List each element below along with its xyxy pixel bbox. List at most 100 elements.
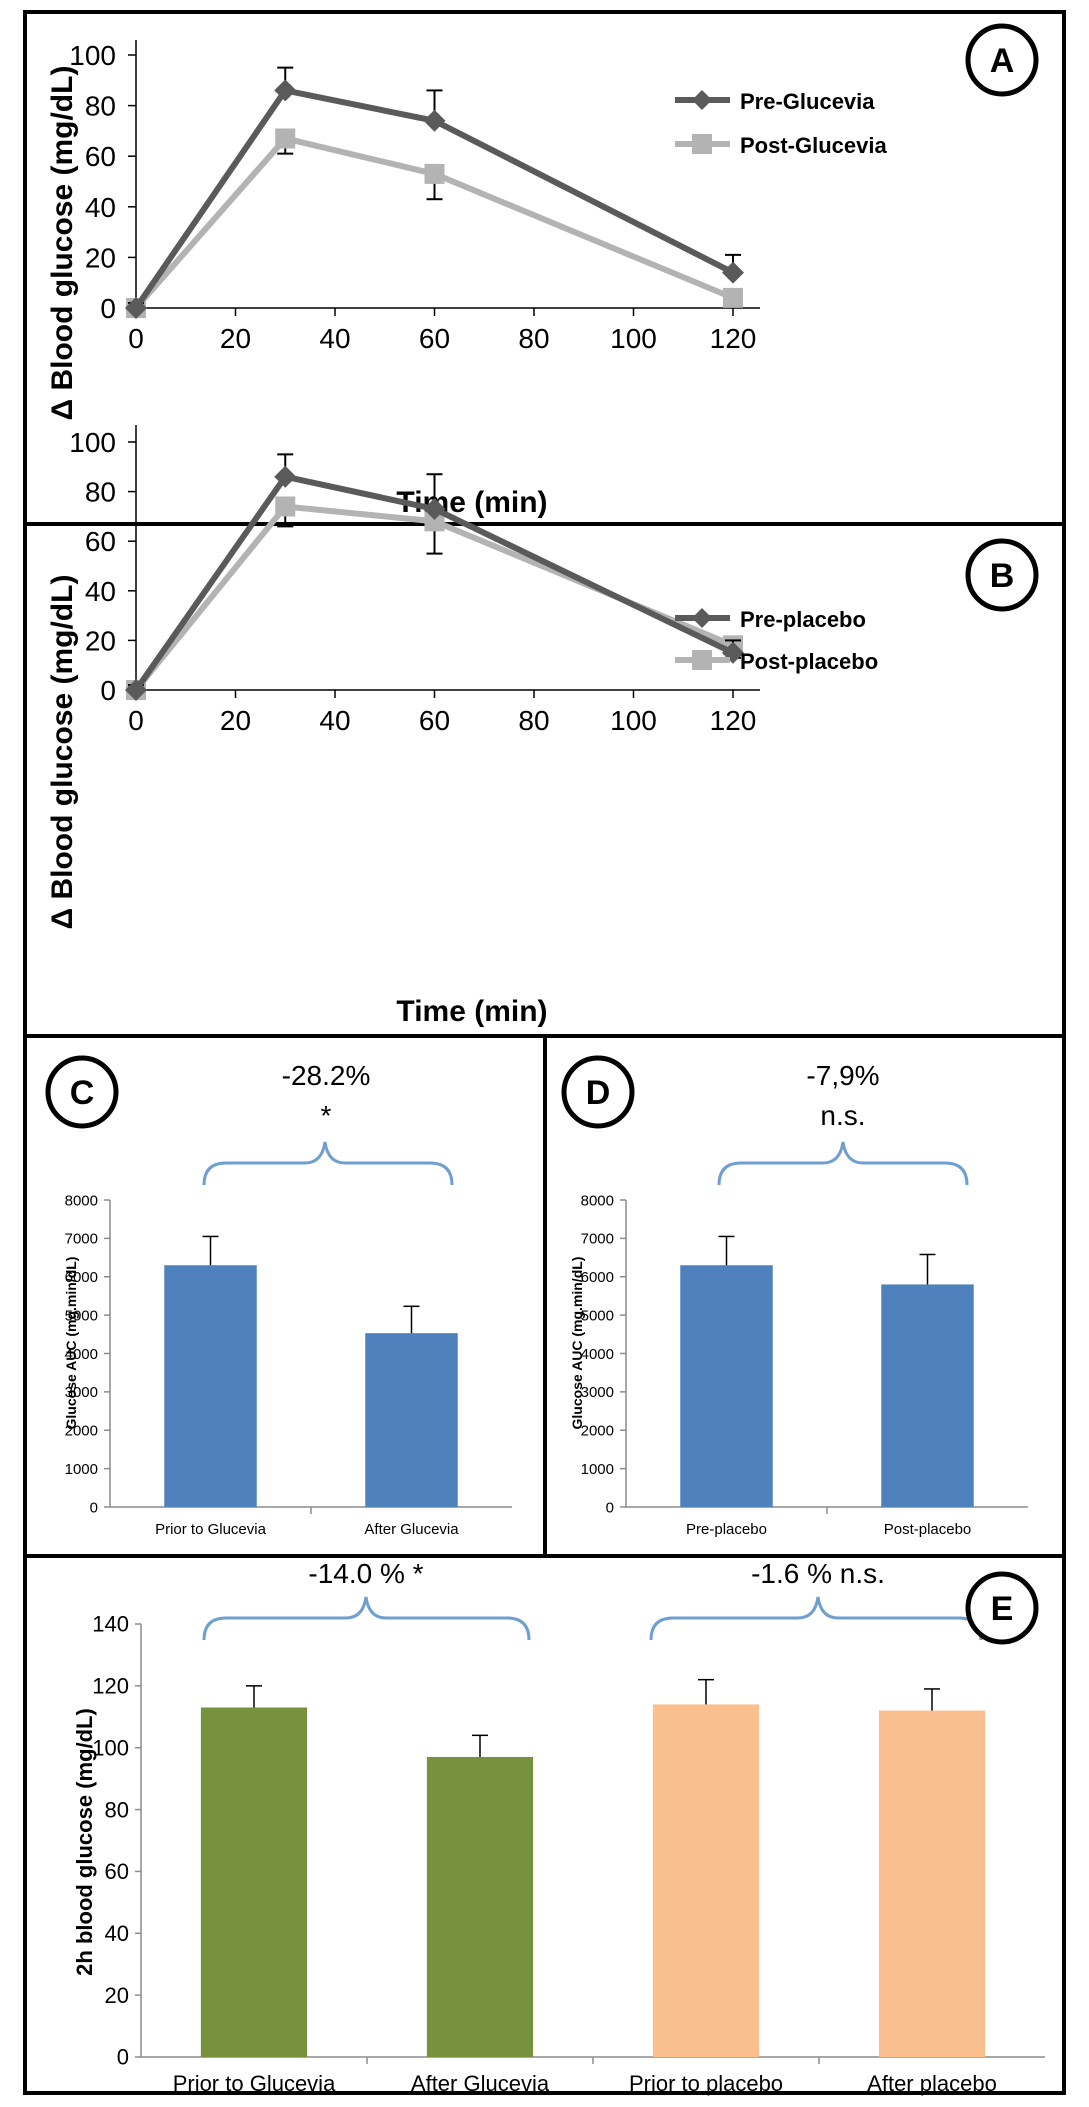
panel-c-bar xyxy=(164,1265,257,1507)
panel-d-y-tick-label: 6000 xyxy=(581,1269,614,1286)
panel-d-y-tick-label: 3000 xyxy=(581,1384,614,1401)
panel-a-y-tick-label: 20 xyxy=(85,242,116,273)
panel-e-bar xyxy=(652,1704,760,2057)
panel-a-legend-pre-label: Pre-Glucevia xyxy=(740,89,875,114)
panel-a-x-tick-label: 0 xyxy=(128,323,144,354)
panel-e-ylabel: 2h blood glucose (mg/dL) xyxy=(72,1708,97,1976)
panel-a-line-chart: Δ Blood glucose (mg/dL) Time (min) 0 20 40… xyxy=(46,23,1039,519)
panel-a-legend-post-marker xyxy=(692,134,712,154)
panel-a-label-circle xyxy=(965,23,1039,97)
panel-b-x-tick-label: 60 xyxy=(419,705,450,736)
panel-b-x-tick-label: 20 xyxy=(220,705,251,736)
panel-e-y-tick-label: 0 xyxy=(117,2045,129,2070)
panel-e-brace-right xyxy=(649,1596,983,1641)
panel-d-bar-chart: Glucose AUC (mg.min/dL) 0 1000 2000 3000 400… xyxy=(561,1055,1028,1538)
panel-c-y-tick-label: 8000 xyxy=(65,1192,98,1209)
panel-e-category-label: After Glucevia xyxy=(411,2071,550,2096)
panel-c-label-circle xyxy=(45,1055,119,1129)
panel-c-y-tick-label: 2000 xyxy=(65,1423,98,1440)
panel-a-xlabel: Time (min) xyxy=(396,486,547,519)
panel-b-y-tick-label: 20 xyxy=(85,625,116,656)
panel-a-x-tick-label: 60 xyxy=(419,323,450,354)
panel-c-bar xyxy=(365,1333,458,1507)
panel-c-y-tick-label: 1000 xyxy=(65,1461,98,1478)
panel-b-frame xyxy=(23,522,1066,1038)
panel-a-x-tick-label: 20 xyxy=(220,323,251,354)
panel-e-y-tick-label: 20 xyxy=(105,1983,129,2008)
panel-d-y-tick-label: 8000 xyxy=(581,1192,614,1209)
panel-e-category-label: Prior to placebo xyxy=(629,2071,783,2096)
panel-b-post-point xyxy=(424,511,445,532)
panel-b-legend-pre-marker xyxy=(692,608,712,628)
panel-d-category-label: Pre-placebo xyxy=(686,1521,767,1538)
panel-c-brace xyxy=(202,1141,454,1186)
panel-e-bar-chart: 2h blood glucose (mg/dL) 0 20 40 60 80 100 120… xyxy=(72,1558,1045,2096)
panel-e-bar xyxy=(426,1756,534,2057)
panel-b-pre-point xyxy=(423,497,446,520)
panel-c-ylabel: Glucose AUC (mg.min/dL) xyxy=(63,1257,79,1430)
panel-e-y-tick-label: 120 xyxy=(92,1674,129,1699)
panel-c-y-tick-label: 0 xyxy=(90,1499,98,1516)
panel-a-legend-post-label: Post-Glucevia xyxy=(740,133,887,158)
panel-d-y-tick-label: 7000 xyxy=(581,1231,614,1248)
panel-a-post-line xyxy=(133,135,735,310)
panel-d-y-tick-label: 1000 xyxy=(581,1461,614,1478)
panel-e-bar xyxy=(878,1710,986,2057)
panel-b-label: B xyxy=(990,557,1015,595)
panel-b-x-tick-label: 40 xyxy=(319,705,350,736)
panel-a-frame xyxy=(23,10,1066,526)
panel-e-y-tick-label: 140 xyxy=(92,1612,129,1637)
panel-b-post-point xyxy=(275,496,296,517)
panel-d-category-label: Post-placebo xyxy=(884,1521,972,1538)
panel-a-y-tick-label: 60 xyxy=(85,141,116,172)
panel-d-label-circle xyxy=(561,1055,635,1129)
panel-e-left-annotation: -14.0 % * xyxy=(308,1558,423,1589)
panel-a-ylabel: Δ Blood glucose (mg/dL) xyxy=(46,66,79,421)
panel-a-x-tick-label: 80 xyxy=(518,323,549,354)
panel-c-category-label: Prior to Glucevia xyxy=(155,1521,267,1538)
panel-d-y-tick-label: 4000 xyxy=(581,1346,614,1363)
panel-b-ylabel: Δ Blood glucose (mg/dL) xyxy=(46,575,79,930)
panel-a-legend-pre-marker xyxy=(692,90,712,110)
panel-a-y-tick-label: 0 xyxy=(100,293,116,324)
panel-a-pre-point xyxy=(722,261,744,284)
panel-c-y-tick-label: 3000 xyxy=(65,1384,98,1401)
panel-e-frame xyxy=(23,1554,1066,2095)
panel-c-y-tick-label: 7000 xyxy=(65,1231,98,1248)
panel-e-y-tick-label: 80 xyxy=(105,1797,129,1822)
panel-b-legend: Pre-placebo Post-placebo xyxy=(675,607,878,674)
panel-b-y-tick-label: 0 xyxy=(100,675,116,706)
panel-b-line-chart: Δ Blood glucose (mg/dL) Time (min) 0 20 40… xyxy=(46,425,1039,1028)
panel-d-significance: n.s. xyxy=(820,1100,865,1131)
panel-a-x-tick-label: 100 xyxy=(610,323,657,354)
panel-b-x-tick-label: 100 xyxy=(610,705,657,736)
panel-a-x-tick-label: 120 xyxy=(710,323,757,354)
panel-c-bar-chart: Glucose AUC (mg.min/dL) 0 1000 2000 3000 400… xyxy=(45,1055,512,1538)
panel-e-y-tick-label: 60 xyxy=(105,1859,129,1884)
panel-d-pct: -7,9% xyxy=(806,1060,879,1091)
panel-e-brace-left xyxy=(202,1596,531,1641)
panel-c-label: C xyxy=(70,1074,95,1112)
panel-a-y-tick-label: 40 xyxy=(85,192,116,223)
panel-c-pct: -28.2% xyxy=(282,1060,371,1091)
panel-b-pre-point xyxy=(274,465,297,488)
panel-e-right-annotation: -1.6 % n.s. xyxy=(751,1558,885,1589)
panel-b-x-tick-label: 120 xyxy=(710,705,757,736)
panel-e-bar xyxy=(200,1707,308,2057)
panel-e-label: E xyxy=(991,1590,1014,1628)
panel-b-legend-pre-label: Pre-placebo xyxy=(740,607,866,632)
panel-b-label-circle xyxy=(965,538,1039,612)
panel-a-post-point xyxy=(275,128,296,149)
panel-a-post-point xyxy=(424,163,445,184)
panel-a-pre-line xyxy=(133,87,735,310)
panel-b-y-tick-label: 60 xyxy=(85,526,116,557)
panel-d-bar xyxy=(680,1265,773,1507)
panel-e-y-tick-label: 100 xyxy=(92,1735,129,1760)
panel-c-y-tick-label: 5000 xyxy=(65,1307,98,1324)
panel-d-y-tick-label: 0 xyxy=(606,1499,614,1516)
panel-b-x-tick-label: 0 xyxy=(128,705,144,736)
panel-c-significance: * xyxy=(321,1100,332,1131)
panel-c-y-tick-label: 4000 xyxy=(65,1346,98,1363)
panel-b-pre-line xyxy=(133,473,735,692)
